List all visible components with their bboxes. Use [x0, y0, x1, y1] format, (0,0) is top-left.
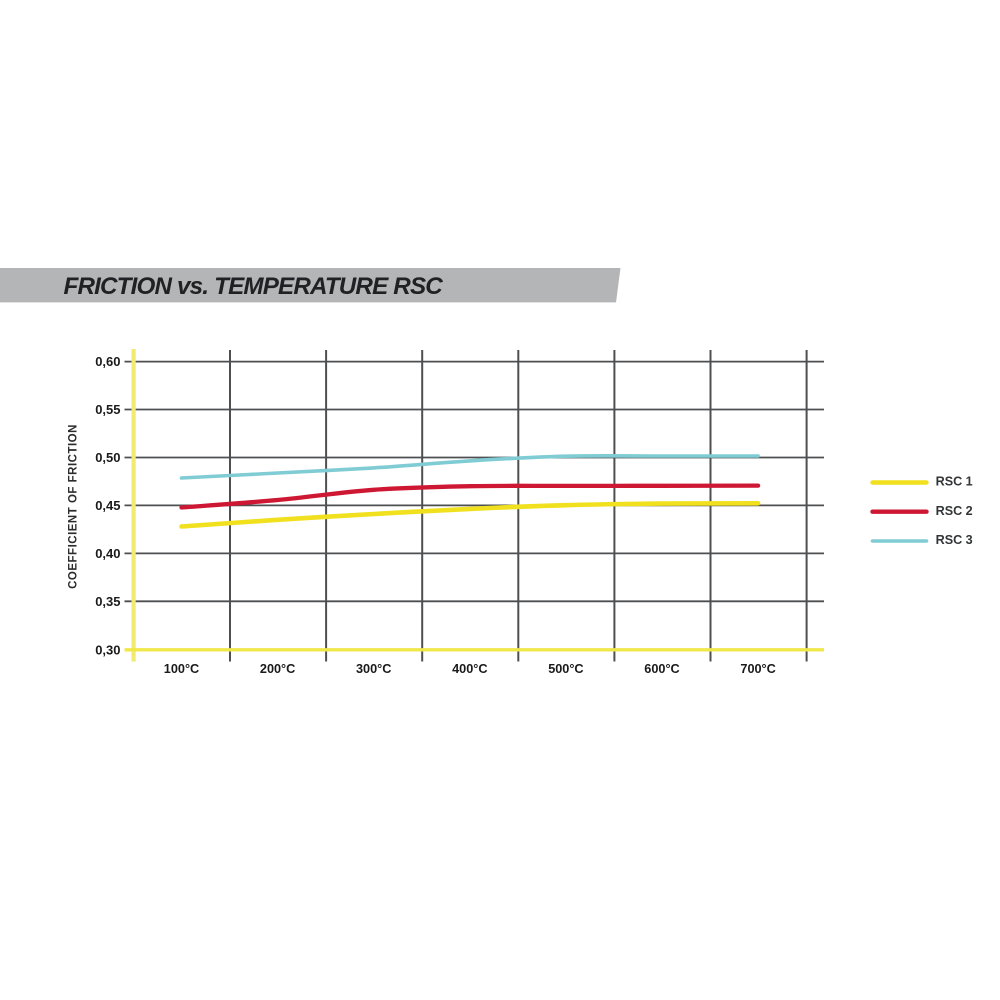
svg-text:400°C: 400°C — [452, 662, 487, 676]
svg-text:0,30: 0,30 — [95, 642, 120, 657]
svg-text:FRICTION vs. TEMPERATURE RSC: FRICTION vs. TEMPERATURE RSC — [64, 273, 444, 300]
svg-text:RSC 3: RSC 3 — [936, 533, 973, 547]
svg-text:0,35: 0,35 — [95, 594, 120, 609]
svg-text:500°C: 500°C — [548, 662, 583, 676]
svg-text:100°C: 100°C — [164, 662, 199, 676]
svg-text:700°C: 700°C — [740, 662, 775, 676]
svg-text:200°C: 200°C — [260, 662, 295, 676]
svg-text:600°C: 600°C — [644, 662, 679, 676]
svg-text:0,45: 0,45 — [95, 498, 120, 513]
svg-text:0,60: 0,60 — [95, 354, 120, 369]
svg-text:COEFFICIENT OF FRICTION: COEFFICIENT OF FRICTION — [68, 424, 80, 589]
svg-text:0,40: 0,40 — [95, 546, 120, 561]
svg-text:RSC 1: RSC 1 — [936, 475, 973, 489]
svg-text:RSC 2: RSC 2 — [936, 504, 973, 518]
svg-text:300°C: 300°C — [356, 662, 391, 676]
svg-text:0,50: 0,50 — [95, 450, 120, 465]
svg-text:0,55: 0,55 — [95, 402, 120, 417]
